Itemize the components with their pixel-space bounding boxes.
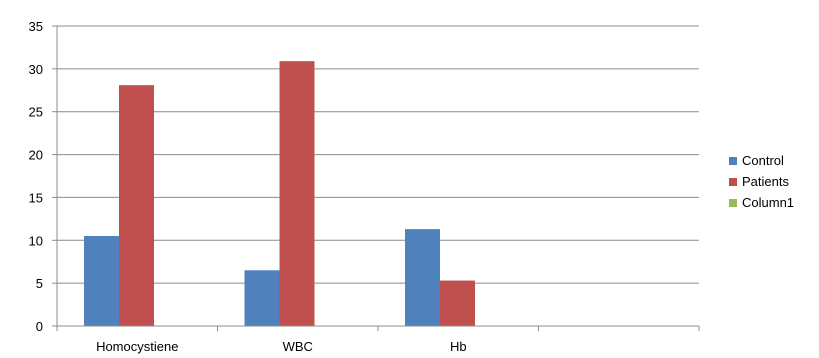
y-tick-label-7: 35 — [29, 19, 43, 34]
x-tick-label-0: Homocystiene — [96, 339, 178, 354]
legend-swatch-control — [729, 156, 737, 165]
bar-control-2 — [405, 229, 440, 326]
legend-item-patients: Patients — [729, 171, 794, 192]
y-tick-label-0: 0 — [36, 319, 43, 334]
legend-label-column1: Column1 — [742, 195, 795, 210]
y-tick-label-4: 20 — [29, 148, 43, 163]
x-tick-label-1: WBC — [283, 339, 313, 354]
y-tick-label-6: 30 — [29, 62, 43, 77]
y-tick-label-5: 25 — [29, 105, 43, 120]
x-tick-label-2: Hb — [450, 339, 467, 354]
legend: Control Patients Column1 — [729, 150, 794, 213]
legend-label-control: Control — [742, 153, 784, 168]
y-tick-label-1: 5 — [36, 276, 43, 291]
bar-patients-2 — [440, 280, 475, 326]
bar-control-1 — [244, 270, 280, 326]
legend-label-patients: Patients — [742, 174, 789, 189]
bar-patients-0 — [119, 85, 154, 327]
legend-swatch-patients — [729, 177, 737, 186]
bar-patients-1 — [279, 61, 315, 327]
legend-swatch-column1 — [729, 198, 737, 207]
bar-control-0 — [84, 236, 119, 326]
legend-item-control: Control — [729, 150, 794, 171]
y-tick-label-3: 15 — [29, 190, 43, 205]
y-tick-label-2: 10 — [29, 233, 43, 248]
legend-item-column1: Column1 — [729, 192, 794, 213]
